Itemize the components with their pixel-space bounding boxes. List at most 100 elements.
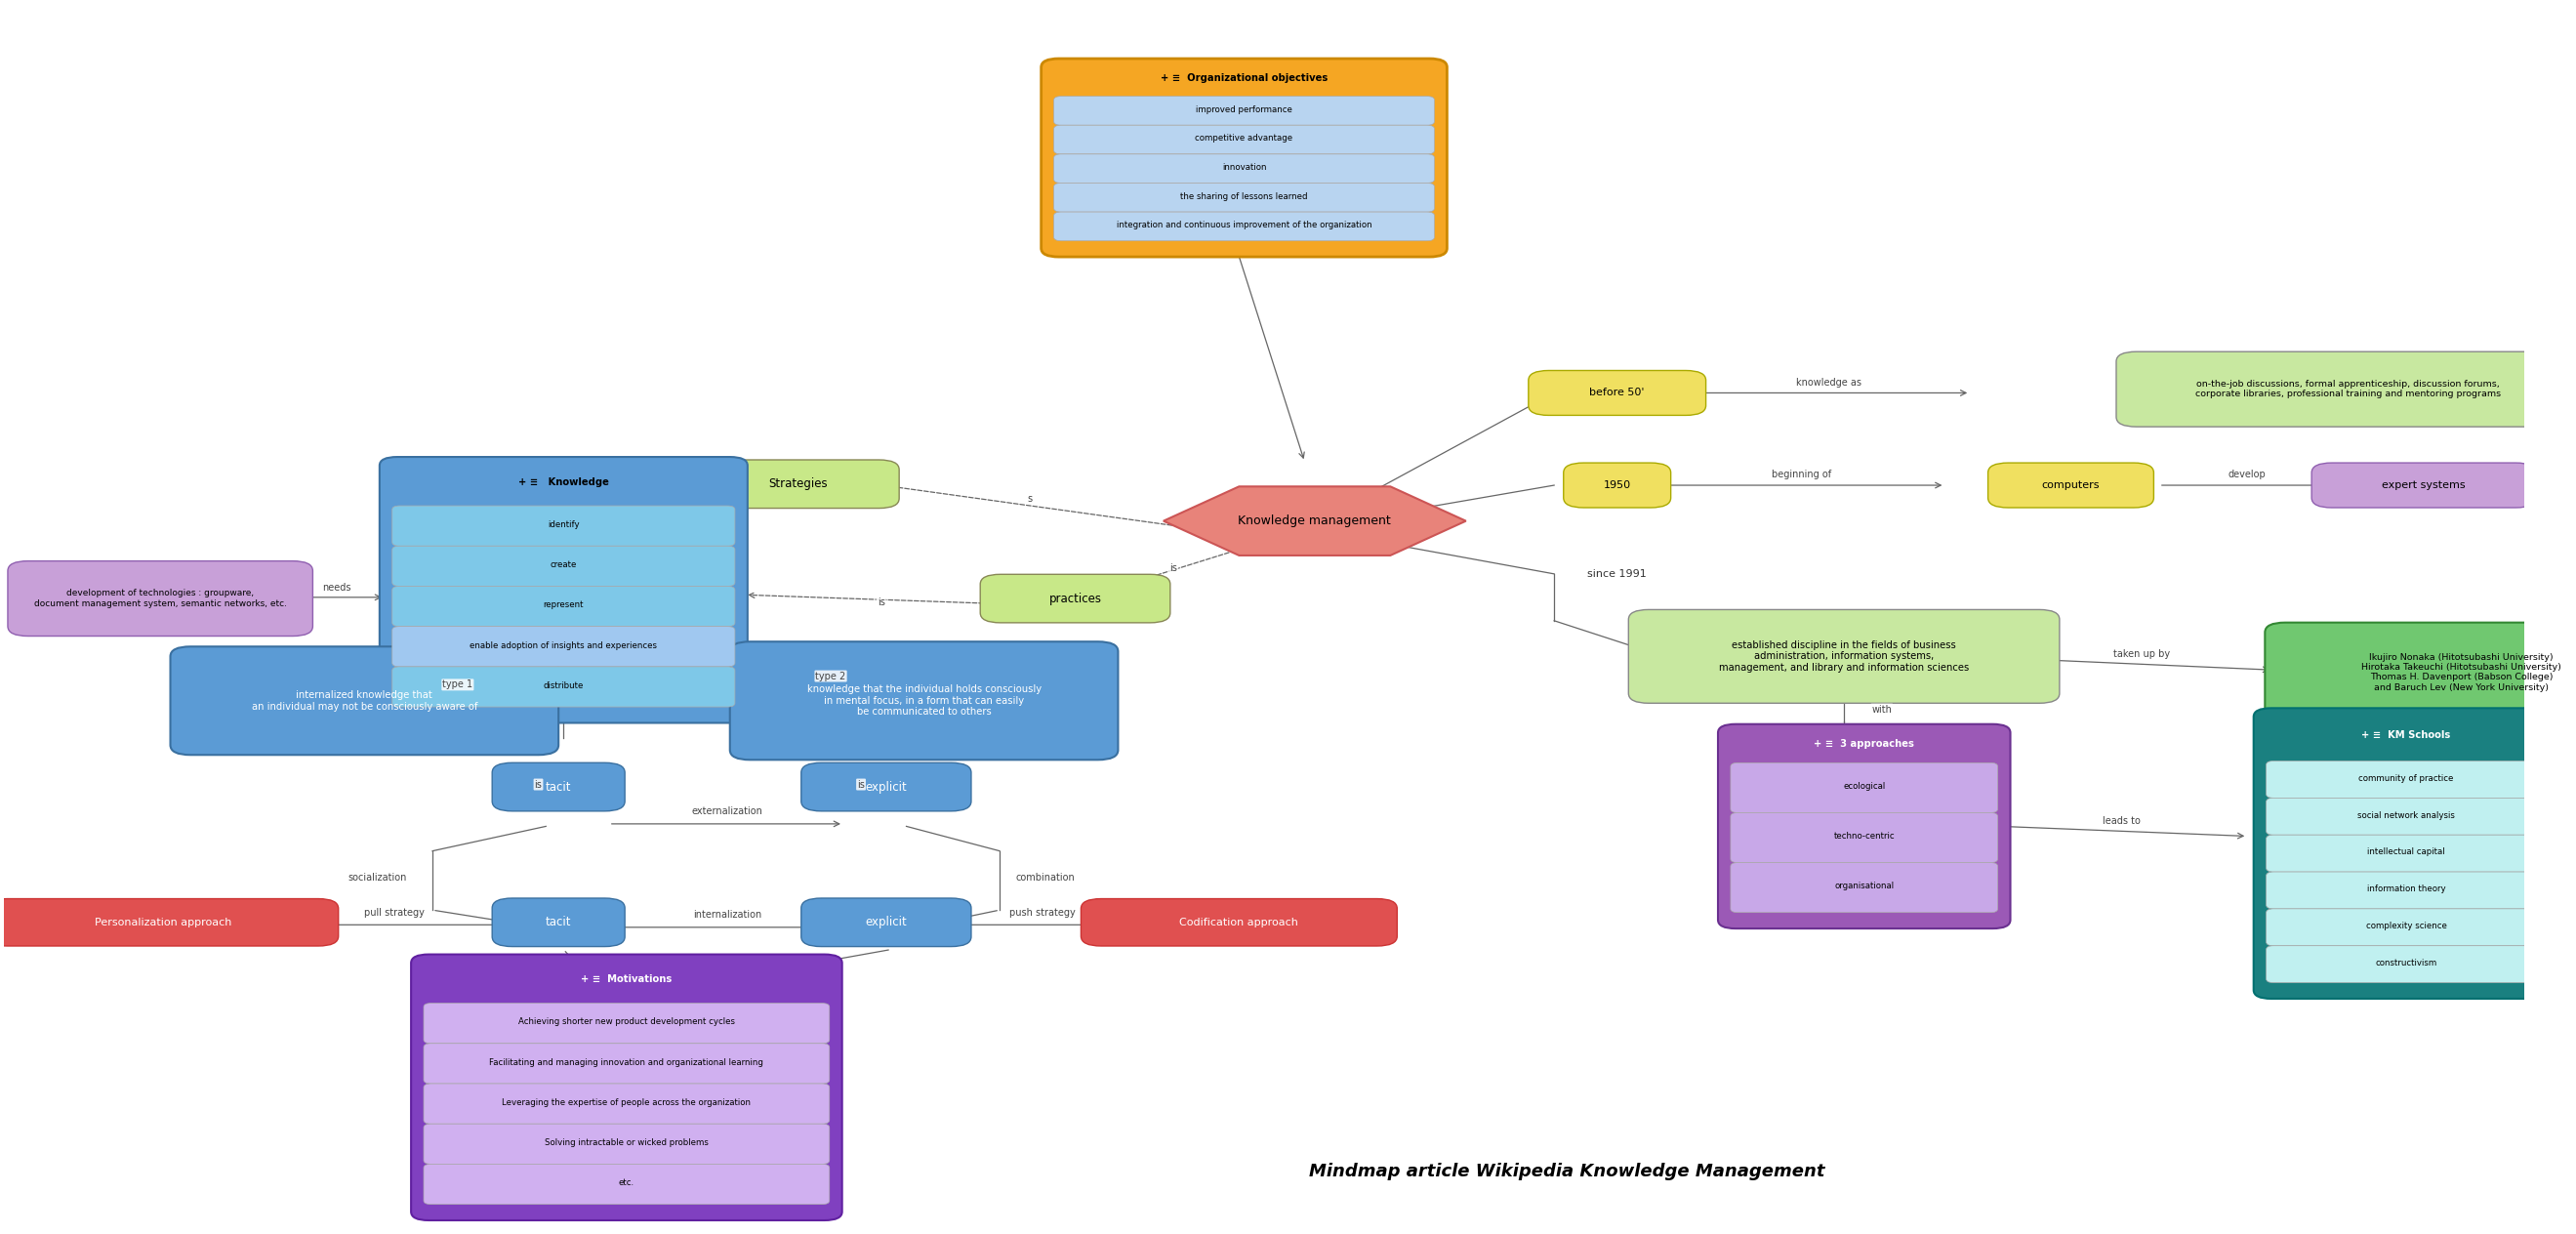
Text: Solving intractable or wicked problems: Solving intractable or wicked problems	[544, 1138, 708, 1148]
FancyBboxPatch shape	[2267, 798, 2545, 835]
FancyBboxPatch shape	[801, 898, 971, 946]
FancyBboxPatch shape	[1054, 125, 1435, 154]
Text: 1950: 1950	[1602, 480, 1631, 490]
Text: type 2: type 2	[817, 671, 845, 681]
Text: constructivism: constructivism	[2375, 959, 2437, 967]
Text: explicit: explicit	[866, 916, 907, 929]
FancyBboxPatch shape	[422, 1124, 829, 1164]
FancyBboxPatch shape	[2267, 872, 2545, 908]
Text: s: s	[1028, 494, 1033, 503]
FancyBboxPatch shape	[2264, 622, 2576, 722]
Text: socialization: socialization	[348, 874, 407, 882]
Text: Strategies: Strategies	[768, 478, 827, 490]
Text: Leveraging the expertise of people across the organization: Leveraging the expertise of people acros…	[502, 1098, 752, 1107]
FancyBboxPatch shape	[1731, 813, 1999, 863]
FancyBboxPatch shape	[696, 460, 899, 508]
FancyBboxPatch shape	[170, 647, 559, 755]
Text: is: is	[878, 597, 886, 607]
FancyBboxPatch shape	[422, 1003, 829, 1044]
Text: + ≡   Knowledge: + ≡ Knowledge	[518, 478, 608, 487]
FancyBboxPatch shape	[2117, 352, 2576, 427]
FancyBboxPatch shape	[981, 574, 1170, 623]
FancyBboxPatch shape	[801, 763, 971, 811]
Text: explicit: explicit	[866, 781, 907, 793]
Text: Achieving shorter new product development cycles: Achieving shorter new product developmen…	[518, 1018, 734, 1027]
Text: knowledge that the individual holds consciously
in mental focus, in a form that : knowledge that the individual holds cons…	[806, 685, 1041, 717]
Text: enable adoption of insights and experiences: enable adoption of insights and experien…	[469, 640, 657, 650]
Text: improved performance: improved performance	[1195, 105, 1293, 114]
Text: knowledge as: knowledge as	[1795, 378, 1862, 387]
Text: community of practice: community of practice	[2360, 774, 2452, 782]
Text: established discipline in the fields of business
administration, information sys: established discipline in the fields of …	[1718, 640, 1968, 673]
FancyBboxPatch shape	[492, 763, 626, 811]
Text: development of technologies : groupware,
document management system, semantic ne: development of technologies : groupware,…	[33, 589, 286, 608]
FancyBboxPatch shape	[1054, 183, 1435, 212]
Text: leads to: leads to	[2102, 817, 2141, 827]
Text: Codification approach: Codification approach	[1180, 917, 1298, 927]
Text: complexity science: complexity science	[2365, 922, 2447, 930]
FancyBboxPatch shape	[2311, 463, 2535, 507]
Text: externalization: externalization	[693, 807, 762, 817]
FancyBboxPatch shape	[1054, 96, 1435, 125]
FancyBboxPatch shape	[2254, 708, 2558, 998]
FancyBboxPatch shape	[1082, 898, 1396, 946]
Text: is: is	[858, 780, 866, 790]
FancyBboxPatch shape	[1718, 724, 2009, 928]
Text: tacit: tacit	[546, 916, 572, 929]
Text: needs: needs	[322, 582, 350, 592]
FancyBboxPatch shape	[412, 954, 842, 1220]
Text: the sharing of lessons learned: the sharing of lessons learned	[1180, 191, 1309, 201]
Text: Facilitating and managing innovation and organizational learning: Facilitating and managing innovation and…	[489, 1058, 762, 1066]
Text: techno-centric: techno-centric	[1834, 832, 1896, 840]
FancyBboxPatch shape	[379, 457, 747, 723]
Text: + ≡  Organizational objectives: + ≡ Organizational objectives	[1162, 73, 1327, 83]
Text: tacit: tacit	[546, 781, 572, 793]
Text: internalized knowledge that
an individual may not be consciously aware of: internalized knowledge that an individua…	[252, 690, 477, 711]
FancyBboxPatch shape	[2267, 835, 2545, 872]
FancyBboxPatch shape	[492, 898, 626, 946]
FancyBboxPatch shape	[729, 642, 1118, 760]
FancyBboxPatch shape	[392, 545, 734, 586]
Text: distribute: distribute	[544, 681, 585, 690]
FancyBboxPatch shape	[392, 627, 734, 666]
Text: is: is	[533, 780, 541, 790]
FancyBboxPatch shape	[8, 561, 312, 636]
Text: organisational: organisational	[1834, 882, 1893, 891]
FancyBboxPatch shape	[2267, 945, 2545, 982]
Text: social network analysis: social network analysis	[2357, 811, 2455, 819]
FancyBboxPatch shape	[1989, 463, 2154, 507]
Text: Mindmap article Wikipedia Knowledge Management: Mindmap article Wikipedia Knowledge Mana…	[1309, 1162, 1824, 1180]
Text: + ≡  KM Schools: + ≡ KM Schools	[2362, 731, 2450, 740]
FancyBboxPatch shape	[1528, 370, 1705, 416]
FancyBboxPatch shape	[1054, 212, 1435, 241]
Text: since 1991: since 1991	[1587, 569, 1646, 579]
FancyBboxPatch shape	[1564, 463, 1672, 507]
Text: intellectual capital: intellectual capital	[2367, 848, 2445, 856]
Text: + ≡  Motivations: + ≡ Motivations	[582, 975, 672, 985]
FancyBboxPatch shape	[392, 586, 734, 627]
Text: information theory: information theory	[2367, 885, 2445, 893]
FancyBboxPatch shape	[422, 1083, 829, 1124]
FancyBboxPatch shape	[392, 666, 734, 707]
FancyBboxPatch shape	[2267, 761, 2545, 798]
FancyBboxPatch shape	[1628, 610, 2061, 703]
Text: type 1: type 1	[443, 680, 474, 690]
FancyBboxPatch shape	[1041, 58, 1448, 257]
Text: Knowledge management: Knowledge management	[1239, 515, 1391, 527]
Text: innovation: innovation	[1221, 163, 1267, 172]
Text: etc.: etc.	[618, 1178, 634, 1187]
FancyBboxPatch shape	[1731, 763, 1999, 813]
Polygon shape	[1164, 486, 1466, 555]
Text: internalization: internalization	[693, 911, 762, 919]
Text: expert systems: expert systems	[2383, 480, 2465, 490]
FancyBboxPatch shape	[422, 1164, 829, 1204]
FancyBboxPatch shape	[422, 1044, 829, 1083]
FancyBboxPatch shape	[1731, 863, 1999, 912]
Text: beginning of: beginning of	[1772, 469, 1832, 479]
Text: with: with	[1873, 705, 1891, 714]
Text: integration and continuous improvement of the organization: integration and continuous improvement o…	[1115, 221, 1373, 230]
Text: computers: computers	[2043, 480, 2099, 490]
Text: Ikujiro Nonaka (Hitotsubashi University)
Hirotaka Takeuchi (Hitotsubashi Univers: Ikujiro Nonaka (Hitotsubashi University)…	[2362, 653, 2561, 692]
Text: Personalization approach: Personalization approach	[95, 917, 232, 927]
Text: + ≡  3 approaches: + ≡ 3 approaches	[1814, 739, 1914, 749]
